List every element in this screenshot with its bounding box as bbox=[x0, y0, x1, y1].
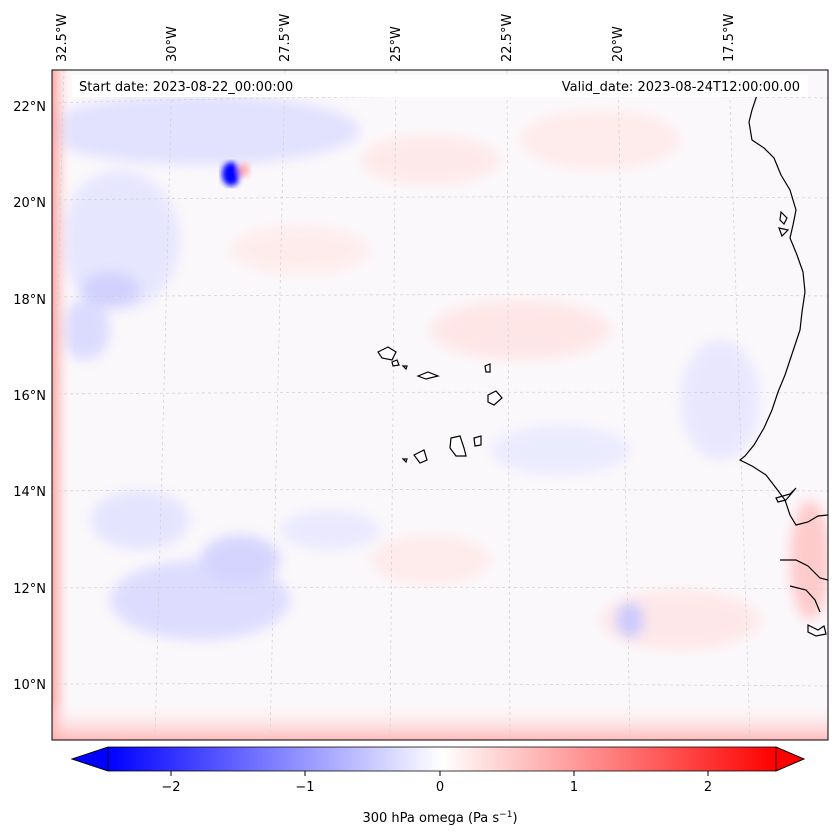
lat-label-22n: 22°N bbox=[13, 100, 46, 115]
lon-label-17-5w: 17.5°W bbox=[722, 14, 737, 62]
lat-label-16n: 16°N bbox=[13, 389, 46, 404]
colorbar-label: 300 hPa omega (Pa s−1) bbox=[362, 810, 517, 826]
lon-label-25w: 25°W bbox=[389, 26, 404, 62]
lat-label-18n: 18°N bbox=[13, 293, 46, 308]
lat-label-14n: 14°N bbox=[13, 485, 46, 500]
lat-label-10n: 10°N bbox=[13, 678, 46, 693]
colorbar-tick-m1: −1 bbox=[295, 780, 314, 795]
lat-label-20n: 20°N bbox=[13, 196, 46, 211]
lon-label-27-5w: 27.5°W bbox=[278, 14, 293, 62]
lon-label-20w: 20°W bbox=[611, 26, 626, 62]
colorbar-tick-0: 0 bbox=[436, 780, 444, 795]
colorbar-tick-2: 2 bbox=[704, 780, 712, 795]
colorbar-label-exponent: −1 bbox=[499, 810, 512, 820]
colorbar-tick-1: 1 bbox=[570, 780, 578, 795]
start-date-label: Start date: 2023-08-22_00:00:00 bbox=[79, 80, 293, 95]
lon-label-30w: 30°W bbox=[165, 26, 180, 62]
colorbar-tick-m2: −2 bbox=[161, 780, 180, 795]
colorbar: −2 −1 0 1 2 300 hPa omega (Pa s−1) bbox=[70, 746, 806, 826]
coastline-icon bbox=[738, 91, 828, 637]
omega-field bbox=[52, 70, 828, 740]
island-icon bbox=[377, 346, 503, 464]
gridlines bbox=[52, 70, 828, 740]
annotation-box bbox=[72, 75, 808, 97]
lon-label-22-5w: 22.5°W bbox=[500, 14, 515, 62]
map-frame bbox=[51, 69, 829, 741]
lat-label-12n: 12°N bbox=[13, 582, 46, 597]
colorbar-label-close: ) bbox=[512, 811, 517, 826]
lon-label-32-5w: 32.5°W bbox=[55, 14, 70, 62]
valid-date-label: Valid_date: 2023-08-24T12:00:00.00 bbox=[562, 80, 800, 95]
